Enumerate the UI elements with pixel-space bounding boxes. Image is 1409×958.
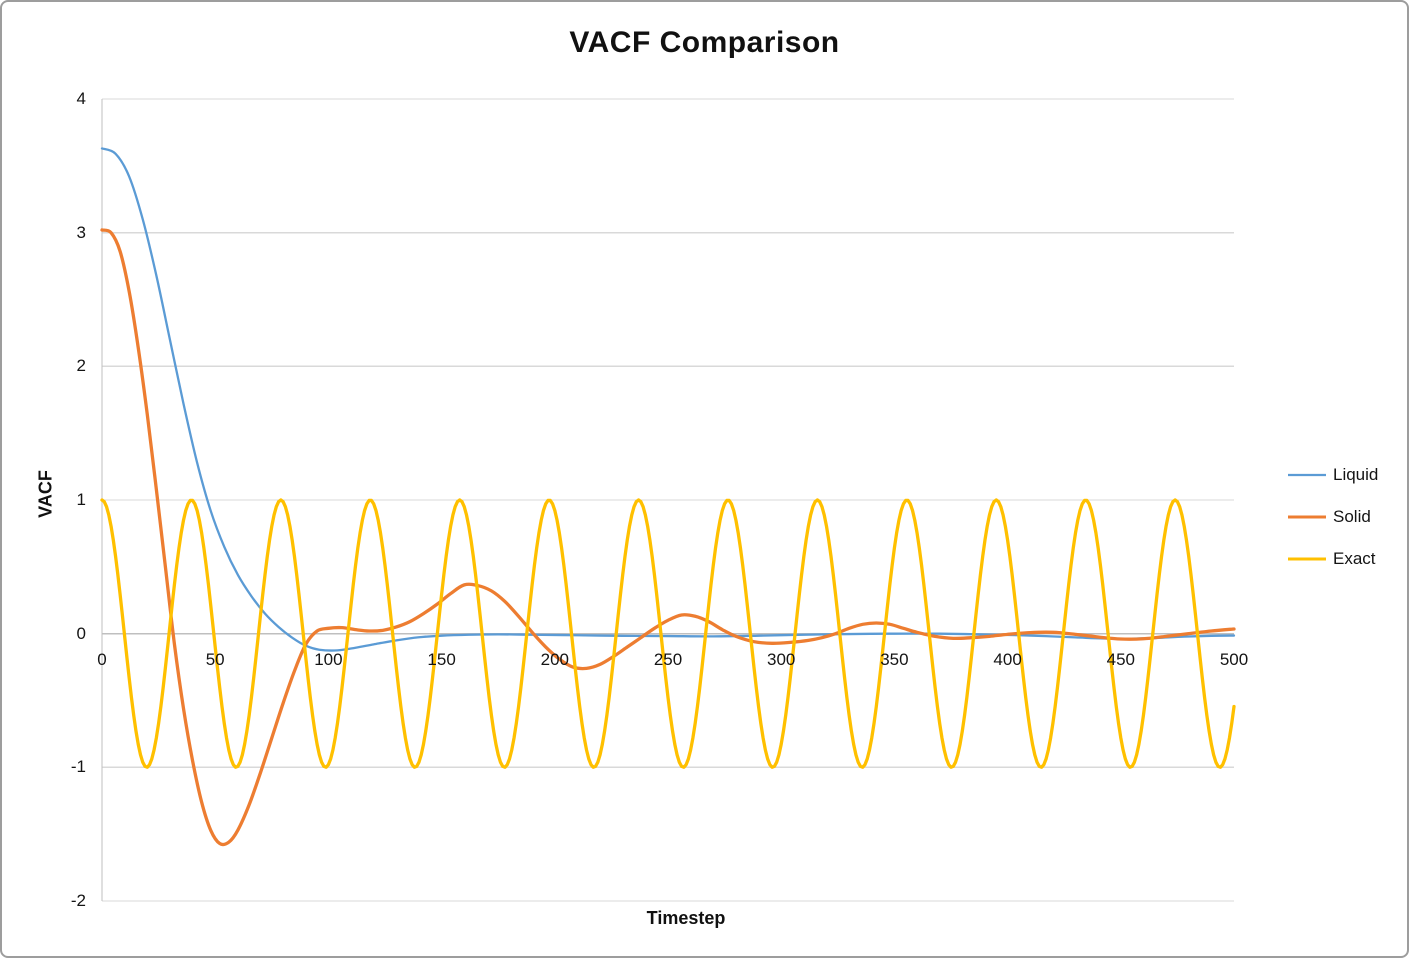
series-solid-line: [100, 228, 1236, 847]
x-tick-label: 100: [314, 650, 343, 669]
y-tick-label: 3: [76, 222, 86, 242]
y-tick-label: 0: [76, 623, 86, 643]
legend: Liquid Solid Exact: [1287, 461, 1378, 587]
y-tick-label: 1: [76, 490, 86, 509]
x-tick-label: 150: [427, 650, 456, 669]
x-tick-label: 0: [97, 650, 107, 669]
y-tick-label: -1: [70, 757, 86, 777]
x-axis-title: Timestep: [646, 908, 726, 928]
x-tick-label: 50: [205, 650, 225, 669]
legend-label: Exact: [1333, 549, 1376, 568]
series-exact-line: [100, 498, 1236, 769]
x-tick-label: 350: [880, 650, 909, 669]
x-tick-label: 450: [1106, 650, 1135, 669]
legend-label: Solid: [1333, 507, 1371, 526]
legend-item-exact: Exact: [1287, 545, 1378, 573]
legend-label: Liquid: [1333, 465, 1379, 484]
legend-line-swatch: [1288, 557, 1326, 561]
x-tick-label: 400: [993, 650, 1022, 669]
x-tick-label: 500: [1219, 650, 1249, 669]
chart-title: VACF Comparison: [569, 26, 840, 59]
x-tick-label: 200: [540, 650, 569, 669]
y-tick-label: -2: [70, 891, 86, 910]
x-tick-label: 300: [767, 650, 796, 669]
y-tick-label: 2: [76, 356, 86, 376]
y-tick-label: 4: [76, 89, 86, 108]
legend-line-swatch: [1288, 473, 1326, 477]
legend-item-liquid: Liquid: [1287, 461, 1378, 489]
legend-item-solid: Solid: [1287, 503, 1378, 531]
series-liquid-line: [100, 147, 1236, 652]
x-tick-label: 250: [653, 650, 683, 669]
legend-line-swatch: [1288, 515, 1326, 519]
